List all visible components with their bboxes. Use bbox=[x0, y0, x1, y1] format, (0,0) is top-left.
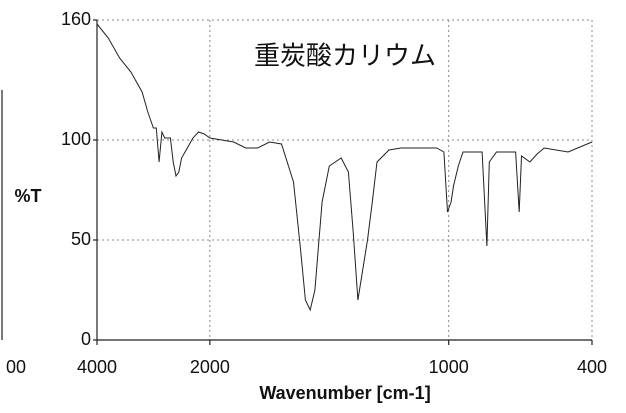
y-tick-label: 100 bbox=[61, 129, 91, 149]
y-tick-label: 0 bbox=[81, 329, 91, 349]
x-tick-label: 400 bbox=[577, 357, 607, 377]
y-tick-label: 160 bbox=[61, 9, 91, 29]
cropped-tick-label: 00 bbox=[6, 357, 26, 377]
y-axis-label: %T bbox=[15, 186, 42, 206]
chart-title: 重炭酸カリウム bbox=[254, 42, 436, 72]
x-tick-label: 4000 bbox=[77, 357, 117, 377]
x-axis-label: Wavenumber [cm-1] bbox=[259, 383, 430, 403]
x-tick-label: 1000 bbox=[429, 357, 469, 377]
x-tick-label: 2000 bbox=[190, 357, 230, 377]
spectrum-line bbox=[96, 23, 593, 312]
y-tick-label: 50 bbox=[71, 229, 91, 249]
